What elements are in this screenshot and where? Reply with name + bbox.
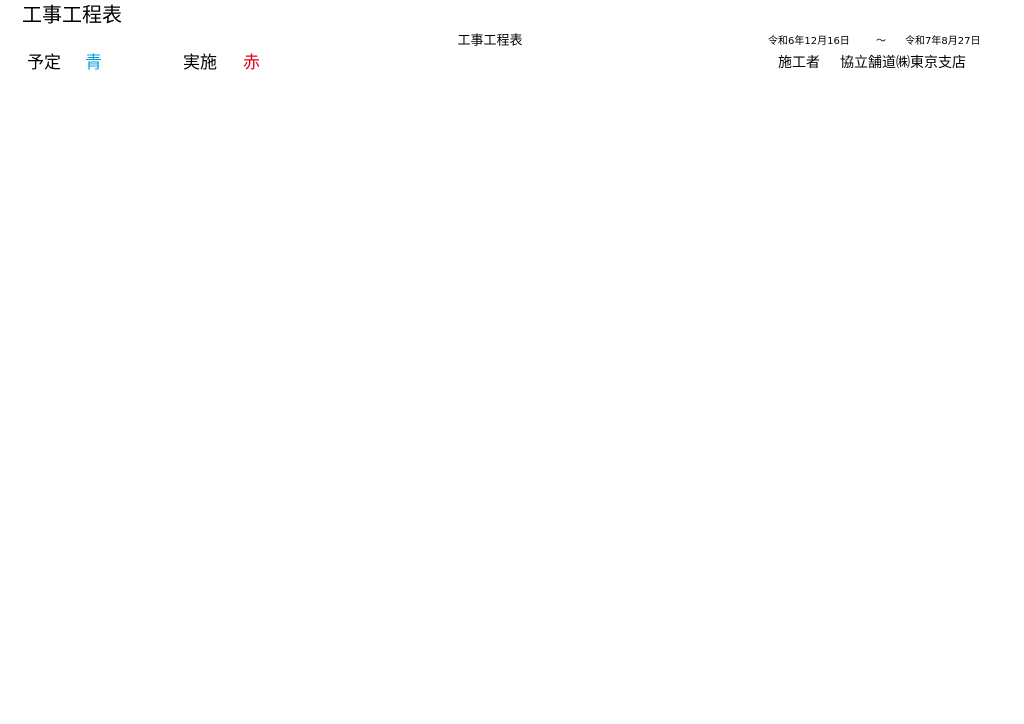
sheet-title: 工事工程表 (457, 34, 522, 49)
plan-color-name: 青 (85, 53, 102, 73)
page-title: 工事工程表 (22, 3, 122, 27)
end-date: 令和7年8月27日 (905, 34, 980, 47)
separator: ～ (876, 36, 886, 47)
start-date: 令和6年12月16日 (768, 34, 850, 47)
contractor: 協立舗道㈱東京支店 (840, 55, 966, 71)
contractor-label: 施工者 (778, 55, 820, 71)
actual-color-name: 赤 (243, 53, 260, 73)
plan-label: 予定 (27, 53, 61, 73)
actual-label: 実施 (183, 53, 217, 73)
